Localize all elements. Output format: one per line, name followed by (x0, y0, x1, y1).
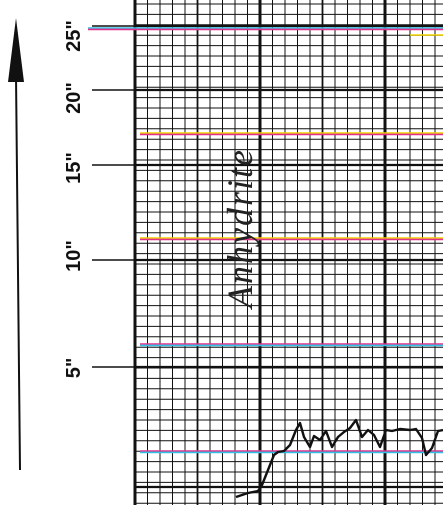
up-arrow-icon (8, 18, 24, 471)
depth-labels: 25" 20" 15" 10" 5" (63, 20, 85, 378)
colored-reference-lines (88, 27, 443, 454)
depth-label-20: 20" (63, 82, 85, 114)
depth-label-10: 10" (63, 240, 85, 272)
depth-label-15: 15" (63, 152, 85, 184)
depth-label-25: 25" (63, 20, 85, 52)
log-trace-line (235, 418, 443, 499)
depth-label-5: 5" (63, 358, 85, 379)
handwritten-annotation: Anhydrite (220, 148, 260, 310)
chart-grid (133, 0, 443, 505)
depth-tick-marks (92, 25, 135, 368)
